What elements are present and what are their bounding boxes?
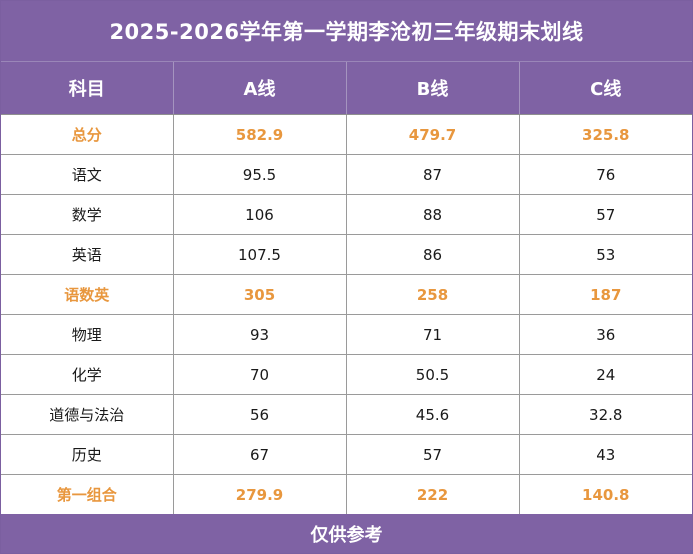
row-a-value: 582.9	[173, 114, 347, 155]
row-subject: 数学	[1, 194, 174, 235]
header-a-line: A线	[173, 62, 347, 115]
row-subject: 第一组合	[1, 474, 174, 515]
row-b-value: 86	[346, 234, 520, 275]
table-row: 语数英 305 258 187	[1, 274, 692, 315]
row-b-value: 57	[346, 434, 520, 475]
row-c-value: 325.8	[519, 114, 692, 155]
footer-note: 仅供参考	[1, 514, 692, 553]
row-c-value: 24	[519, 354, 692, 395]
row-b-value: 258	[346, 274, 520, 315]
row-c-value: 32.8	[519, 394, 692, 435]
row-c-value: 43	[519, 434, 692, 475]
row-a-value: 305	[173, 274, 347, 315]
table-row: 物理 93 71 36	[1, 314, 692, 355]
row-subject: 道德与法治	[1, 394, 174, 435]
row-c-value: 53	[519, 234, 692, 275]
row-b-value: 45.6	[346, 394, 520, 435]
row-c-value: 76	[519, 154, 692, 195]
row-c-value: 57	[519, 194, 692, 235]
row-subject: 历史	[1, 434, 174, 475]
header-b-line: B线	[346, 62, 520, 115]
row-subject: 语数英	[1, 274, 174, 315]
table-row: 道德与法治 56 45.6 32.8	[1, 394, 692, 435]
page-title: 2025-2026学年第一学期李沧初三年级期末划线	[1, 1, 692, 62]
header-subject: 科目	[1, 62, 174, 115]
table-row: 数学 106 88 57	[1, 194, 692, 235]
table-row: 第一组合 279.9 222 140.8	[1, 474, 692, 515]
score-line-table: 科目 A线 B线 C线 总分 582.9 479.7 325.8 语文 95.5…	[1, 62, 692, 515]
row-a-value: 95.5	[173, 154, 347, 195]
row-subject: 化学	[1, 354, 174, 395]
table-row: 总分 582.9 479.7 325.8	[1, 114, 692, 155]
row-b-value: 87	[346, 154, 520, 195]
row-b-value: 222	[346, 474, 520, 515]
table-header-row: 科目 A线 B线 C线	[1, 62, 692, 115]
row-b-value: 479.7	[346, 114, 520, 155]
row-b-value: 50.5	[346, 354, 520, 395]
row-a-value: 93	[173, 314, 347, 355]
row-a-value: 106	[173, 194, 347, 235]
row-subject: 物理	[1, 314, 174, 355]
row-a-value: 107.5	[173, 234, 347, 275]
row-a-value: 67	[173, 434, 347, 475]
row-b-value: 71	[346, 314, 520, 355]
table-row: 历史 67 57 43	[1, 434, 692, 475]
row-subject: 总分	[1, 114, 174, 155]
row-a-value: 70	[173, 354, 347, 395]
table-row: 英语 107.5 86 53	[1, 234, 692, 275]
table-row: 语文 95.5 87 76	[1, 154, 692, 195]
row-subject: 英语	[1, 234, 174, 275]
row-c-value: 187	[519, 274, 692, 315]
row-b-value: 88	[346, 194, 520, 235]
row-c-value: 36	[519, 314, 692, 355]
row-a-value: 56	[173, 394, 347, 435]
table-row: 化学 70 50.5 24	[1, 354, 692, 395]
row-a-value: 279.9	[173, 474, 347, 515]
row-subject: 语文	[1, 154, 174, 195]
row-c-value: 140.8	[519, 474, 692, 515]
header-c-line: C线	[519, 62, 692, 115]
